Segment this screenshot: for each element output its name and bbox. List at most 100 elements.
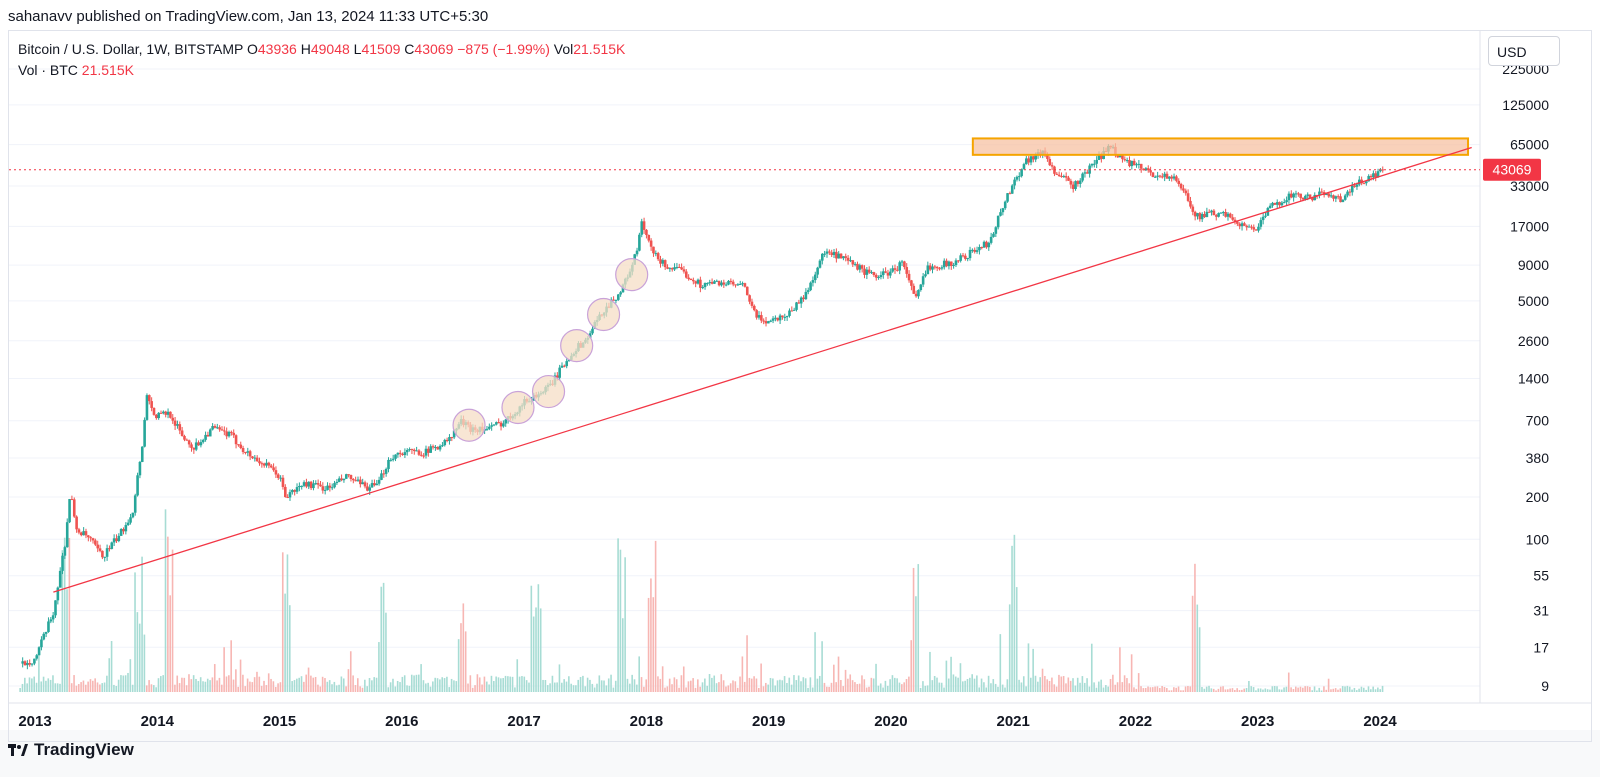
- volume-bar: [385, 612, 387, 692]
- candle-body: [1210, 210, 1213, 213]
- volume-bar: [1332, 688, 1335, 692]
- volume-bar: [94, 678, 96, 692]
- candle-body: [445, 439, 449, 442]
- volume-bar: [1083, 682, 1086, 692]
- price-axis-label: 380: [1526, 450, 1550, 466]
- candle-body: [251, 456, 254, 459]
- candle-body: [792, 309, 796, 311]
- volume-bar: [999, 634, 1002, 692]
- volume-bar: [553, 682, 556, 692]
- candle-body: [293, 490, 296, 492]
- candle-body: [352, 478, 355, 481]
- volume-bar: [987, 675, 990, 692]
- candle-body: [832, 251, 836, 256]
- candle-body: [1189, 200, 1192, 207]
- volume-bar: [704, 678, 706, 692]
- candle-body: [670, 268, 674, 270]
- volume-bar: [49, 679, 52, 692]
- time-axis-label: 2021: [996, 713, 1029, 730]
- candle-body: [145, 395, 149, 420]
- candle-body: [1048, 158, 1052, 166]
- currency-button[interactable]: USD: [1488, 36, 1560, 66]
- candle-body: [276, 474, 280, 478]
- volume-bar: [1001, 684, 1004, 692]
- symbol-name[interactable]: Bitcoin / U.S. Dollar, 1W, BITSTAMP: [18, 41, 244, 57]
- price-axis-label: 700: [1526, 413, 1550, 429]
- volume-bar: [1245, 687, 1248, 692]
- volume-bar: [396, 680, 399, 692]
- tradingview-brand[interactable]: TradingView: [8, 740, 134, 760]
- candle-body: [492, 424, 496, 426]
- volume-bar: [978, 687, 981, 692]
- candle-body: [1128, 160, 1131, 167]
- candle-body: [108, 548, 111, 550]
- candle-body: [1374, 173, 1378, 178]
- volume-bar: [1116, 682, 1119, 692]
- candle-body: [176, 424, 179, 426]
- volume-bar: [793, 675, 795, 692]
- candle-body: [1362, 183, 1366, 185]
- candle-body: [1217, 213, 1220, 217]
- resistance-zone: [971, 137, 1470, 156]
- volume-series-label[interactable]: Vol · BTC: [18, 62, 78, 78]
- volume-bar: [711, 677, 713, 692]
- candle-body: [267, 462, 271, 466]
- candle-body: [755, 310, 758, 318]
- candle-body: [727, 280, 730, 285]
- volume-bar: [1381, 685, 1384, 692]
- volume-bar: [966, 679, 969, 692]
- candle-body: [1252, 227, 1256, 230]
- volume-bar: [425, 683, 427, 692]
- candle-body: [305, 482, 308, 487]
- volume-bar: [1093, 682, 1095, 692]
- volume-bar: [225, 676, 228, 692]
- candle-body: [806, 290, 810, 292]
- volume-bar: [422, 680, 425, 692]
- volume-bar: [349, 651, 352, 692]
- candle-body: [316, 483, 320, 485]
- candle-body: [30, 663, 34, 665]
- volume-bar: [1280, 689, 1283, 692]
- volume-bar: [1313, 686, 1316, 692]
- candle-body: [994, 227, 998, 234]
- candle-body: [1121, 155, 1124, 160]
- candle-body: [1090, 163, 1094, 166]
- time-axis-label: 2023: [1241, 713, 1274, 730]
- candle-body: [180, 430, 184, 437]
- volume-bar: [851, 680, 854, 692]
- volume-bar: [748, 677, 751, 692]
- volume-bar: [375, 677, 378, 692]
- volume-bar: [40, 681, 43, 692]
- volume-bar: [1006, 679, 1009, 692]
- volume-bar: [162, 675, 164, 692]
- candle-body: [274, 470, 278, 475]
- volume-bar: [1112, 674, 1114, 692]
- volume-bar: [328, 680, 331, 692]
- candle-body: [408, 449, 411, 451]
- volume-bar: [124, 675, 127, 692]
- volume-bar: [511, 676, 514, 692]
- volume-bar: [150, 684, 153, 692]
- price-axis-label: 17: [1533, 639, 1549, 655]
- candle-body: [863, 268, 866, 275]
- volume-bar: [277, 683, 279, 692]
- volume-bar: [802, 677, 805, 692]
- price-axis-label: 33000: [1510, 178, 1549, 194]
- candle-body: [354, 480, 357, 482]
- time-axis-label: 2013: [18, 713, 51, 730]
- candle-body: [1365, 181, 1368, 184]
- candle-body: [710, 282, 714, 284]
- volume-bar: [1316, 690, 1318, 692]
- price-axis-label: 65000: [1510, 137, 1549, 153]
- candle-body: [816, 267, 819, 275]
- volume-bar: [392, 678, 394, 692]
- candle-body: [884, 271, 887, 273]
- candle-body: [931, 266, 934, 270]
- highlight-circle: [531, 374, 566, 409]
- volume-bar: [915, 596, 917, 692]
- volume-bar: [1140, 686, 1142, 692]
- volume-bar: [938, 682, 941, 692]
- volume-bar: [1323, 686, 1325, 692]
- candle-body: [218, 427, 221, 430]
